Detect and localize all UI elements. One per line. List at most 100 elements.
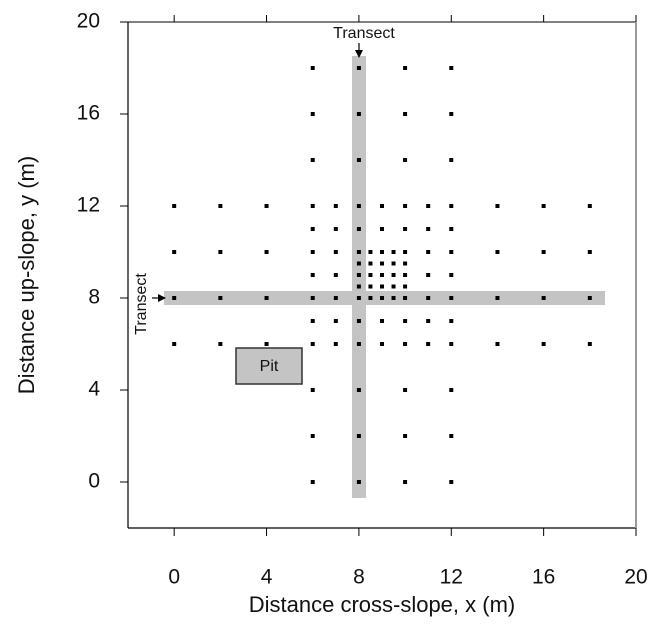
point [310, 66, 315, 70]
point [356, 388, 361, 392]
point [587, 204, 592, 208]
point [403, 480, 408, 484]
point [172, 250, 177, 254]
point [403, 319, 408, 323]
transect-label: Transect [333, 25, 395, 42]
point [172, 296, 177, 300]
x-tick-label: 12 [440, 566, 463, 589]
x-tick-label: 16 [532, 566, 555, 589]
y-axis-title: Distance up-slope, y (m) [14, 156, 39, 394]
point [449, 342, 454, 346]
point [495, 250, 500, 254]
point [310, 296, 315, 300]
x-tick-label: 0 [168, 566, 180, 589]
x-tick-label: 4 [261, 566, 273, 589]
point [368, 284, 373, 289]
point [356, 204, 361, 208]
point [426, 319, 431, 323]
point [380, 261, 384, 266]
point [391, 284, 396, 289]
point [356, 342, 361, 346]
point [541, 204, 546, 208]
point [426, 296, 431, 300]
point [380, 204, 384, 208]
point [380, 227, 384, 231]
point [218, 296, 223, 300]
point [356, 319, 361, 323]
point [426, 273, 431, 277]
point [333, 204, 338, 208]
point [368, 250, 373, 254]
point [426, 342, 431, 346]
y-tick-label: 12 [77, 194, 100, 217]
pit-label: Pit [260, 358, 279, 375]
point [391, 296, 396, 300]
point [495, 296, 500, 300]
point [218, 204, 223, 208]
point [333, 296, 338, 300]
point [310, 342, 315, 346]
point [368, 261, 373, 266]
point [356, 158, 361, 162]
point [356, 112, 361, 116]
point [380, 319, 384, 323]
point [356, 480, 361, 484]
point [380, 273, 384, 277]
arrow-head [158, 294, 166, 302]
point [449, 227, 454, 231]
y-tick-label: 4 [88, 378, 100, 401]
point [310, 319, 315, 323]
point [449, 434, 454, 438]
point [541, 296, 546, 300]
point [541, 250, 546, 254]
point [310, 480, 315, 484]
point [495, 204, 500, 208]
point [264, 342, 269, 346]
point [368, 296, 373, 300]
point [310, 112, 315, 116]
point [380, 342, 384, 346]
point [587, 296, 592, 300]
point [310, 388, 315, 392]
point [172, 342, 177, 346]
point [380, 284, 384, 289]
point [380, 296, 384, 300]
point [403, 227, 408, 231]
pit [235, 347, 303, 385]
point [264, 204, 269, 208]
point [356, 434, 361, 438]
point [310, 434, 315, 438]
point [356, 261, 361, 266]
point [541, 342, 546, 346]
point [218, 342, 223, 346]
arrow-head [355, 50, 363, 58]
point [264, 250, 269, 254]
point [587, 342, 592, 346]
point [449, 388, 454, 392]
point [310, 227, 315, 231]
point [333, 342, 338, 346]
point [356, 227, 361, 231]
x-tick-label: 8 [353, 566, 365, 589]
point [403, 434, 408, 438]
point [403, 158, 408, 162]
point [310, 273, 315, 277]
point [426, 250, 431, 254]
point [403, 112, 408, 116]
point [333, 250, 338, 254]
point [356, 273, 361, 277]
point [449, 158, 454, 162]
point [391, 250, 396, 254]
point [426, 204, 431, 208]
point [449, 204, 454, 208]
point [368, 273, 373, 277]
point [310, 158, 315, 162]
point [333, 273, 338, 277]
point [403, 342, 408, 346]
point [403, 296, 408, 300]
point [403, 388, 408, 392]
point [403, 261, 408, 266]
point [333, 227, 338, 231]
point [587, 250, 592, 254]
point [495, 342, 500, 346]
